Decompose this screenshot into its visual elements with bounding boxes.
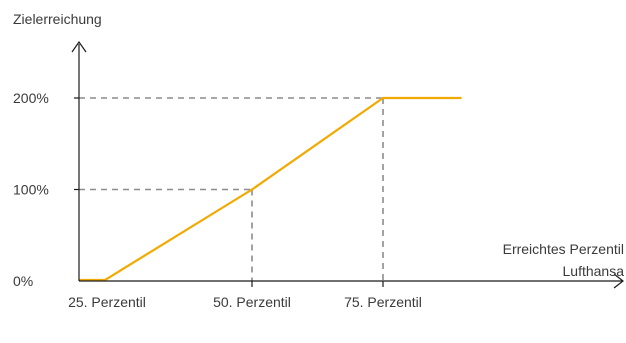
x-axis-label-line-2: Lufthansa — [563, 263, 625, 279]
x-axis-arrow — [613, 273, 624, 289]
ticks: 0% 100% 200% 25. Perzentil 50. Perzentil 75. … — [13, 90, 422, 310]
x-axis-label-line-1: Erreichtes Perzentil — [503, 241, 624, 257]
y-tick-label-2: 100% — [13, 182, 49, 198]
x-tick-label-1: 25. Perzentil — [68, 294, 146, 310]
y-tick-label-1: 0% — [13, 273, 33, 289]
y-axis-arrow — [71, 40, 87, 53]
y-axis-label: Zielerreichung — [13, 11, 102, 27]
series-group — [79, 96, 462, 282]
x-tick-label-2: 50. Perzentil — [213, 294, 291, 310]
y-tick-label-3: 200% — [13, 90, 49, 106]
reference-guides — [79, 97, 384, 281]
series-line-1 — [79, 96, 462, 282]
axes — [71, 40, 624, 289]
x-tick-label-3: 75. Perzentil — [344, 294, 422, 310]
